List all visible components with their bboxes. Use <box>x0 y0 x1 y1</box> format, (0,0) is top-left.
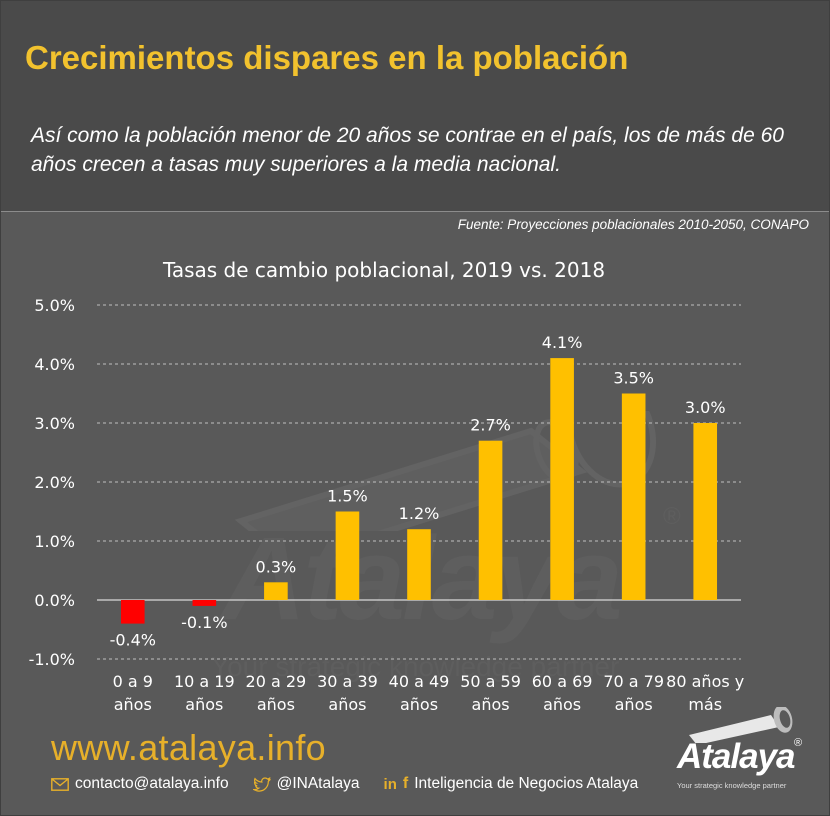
source-note: Fuente: Proyecciones poblacionales 2010-… <box>457 217 809 232</box>
x-tick-label: 50 a 59 <box>460 672 521 691</box>
linkedin-icon: in <box>383 775 397 793</box>
bar <box>264 582 288 600</box>
website-url[interactable]: www.atalaya.info <box>51 727 326 768</box>
x-tick-label: 70 a 79 <box>603 672 664 691</box>
x-tick-label: años <box>543 695 581 714</box>
x-tick-label: años <box>257 695 295 714</box>
bar <box>192 600 217 606</box>
y-tick-label: 4.0% <box>34 355 75 374</box>
x-tick-label: años <box>328 695 366 714</box>
chart-title: Tasas de cambio poblacional, 2019 vs. 20… <box>162 258 605 282</box>
bar <box>120 600 145 624</box>
x-tick-label: 0 a 9 <box>113 672 153 691</box>
data-label: 3.0% <box>685 398 726 417</box>
contact-social-names[interactable]: Inteligencia de Negocios Atalaya <box>414 775 639 792</box>
page-subtitle: Así como la población menor de 20 años s… <box>31 124 784 176</box>
bar <box>478 440 503 600</box>
x-tick-label: años <box>615 695 653 714</box>
data-label: -0.1% <box>181 613 227 632</box>
data-label: 1.2% <box>399 504 440 523</box>
bar-chart: Tasas de cambio poblacional, 2019 vs. 20… <box>29 258 745 714</box>
x-tick-label: años <box>114 695 152 714</box>
y-tick-label: 0.0% <box>34 591 75 610</box>
bar <box>550 358 574 600</box>
facebook-icon: f <box>402 775 409 792</box>
x-tick-label: 60 a 69 <box>532 672 593 691</box>
twitter-icon <box>252 776 271 792</box>
contact-twitter[interactable]: @INAtalaya <box>276 775 360 792</box>
bars <box>120 358 718 624</box>
x-tick-label: 80 años y <box>666 672 744 691</box>
x-tick-label: años <box>185 695 223 714</box>
logo-tagline: Your strategic knowledge partner <box>677 781 787 790</box>
x-tick-label: 30 a 39 <box>317 672 378 691</box>
y-tick-label: 1.0% <box>34 532 75 551</box>
x-tick-label: 10 a 19 <box>174 672 235 691</box>
bar <box>335 511 360 600</box>
bar <box>407 529 431 600</box>
data-label: 2.7% <box>470 416 511 435</box>
y-tick-label: -1.0% <box>29 650 75 669</box>
bar <box>621 393 646 600</box>
data-label: 1.5% <box>327 487 368 506</box>
telescope-logo-icon <box>689 707 793 743</box>
data-label: 3.5% <box>613 369 654 388</box>
y-tick-label: 3.0% <box>34 414 75 433</box>
y-tick-label: 5.0% <box>34 296 75 315</box>
x-tick-label: 20 a 29 <box>246 672 307 691</box>
bar <box>693 423 718 600</box>
data-label: 0.3% <box>256 557 297 576</box>
envelope-icon <box>51 777 69 791</box>
data-labels: -0.4% -0.1% 0.3% 1.5% 1.2% 2.7% 4.1% 3.5% 3.0% <box>110 333 726 649</box>
x-tick-label: años <box>472 695 510 714</box>
y-tick-label: 2.0% <box>34 473 75 492</box>
logo-word: Atalaya <box>677 737 796 776</box>
x-tick-label: 40 a 49 <box>389 672 450 691</box>
contact-email[interactable]: contacto@atalaya.info <box>75 775 229 792</box>
header-band: Crecimientos dispares en la población As… <box>1 1 829 212</box>
atalaya-logo: Atalaya ® Your strategic knowledge partn… <box>669 707 819 797</box>
x-axis-ticks: 0 a 9 años 10 a 19 años 20 a 29 años 30 a 39 añ… <box>113 672 745 714</box>
page-title: Crecimientos dispares en la población <box>25 39 629 76</box>
logo-registered: ® <box>794 737 803 749</box>
data-label: 4.1% <box>542 333 583 352</box>
x-tick-label: más <box>688 695 722 714</box>
data-label: -0.4% <box>110 631 156 650</box>
x-tick-label: años <box>400 695 438 714</box>
contact-row: contacto@atalaya.info @INAtalaya in f In… <box>51 773 638 795</box>
y-axis-ticks: -1.0% 0.0% 1.0% 2.0% 3.0% 4.0% 5.0% <box>29 296 75 669</box>
